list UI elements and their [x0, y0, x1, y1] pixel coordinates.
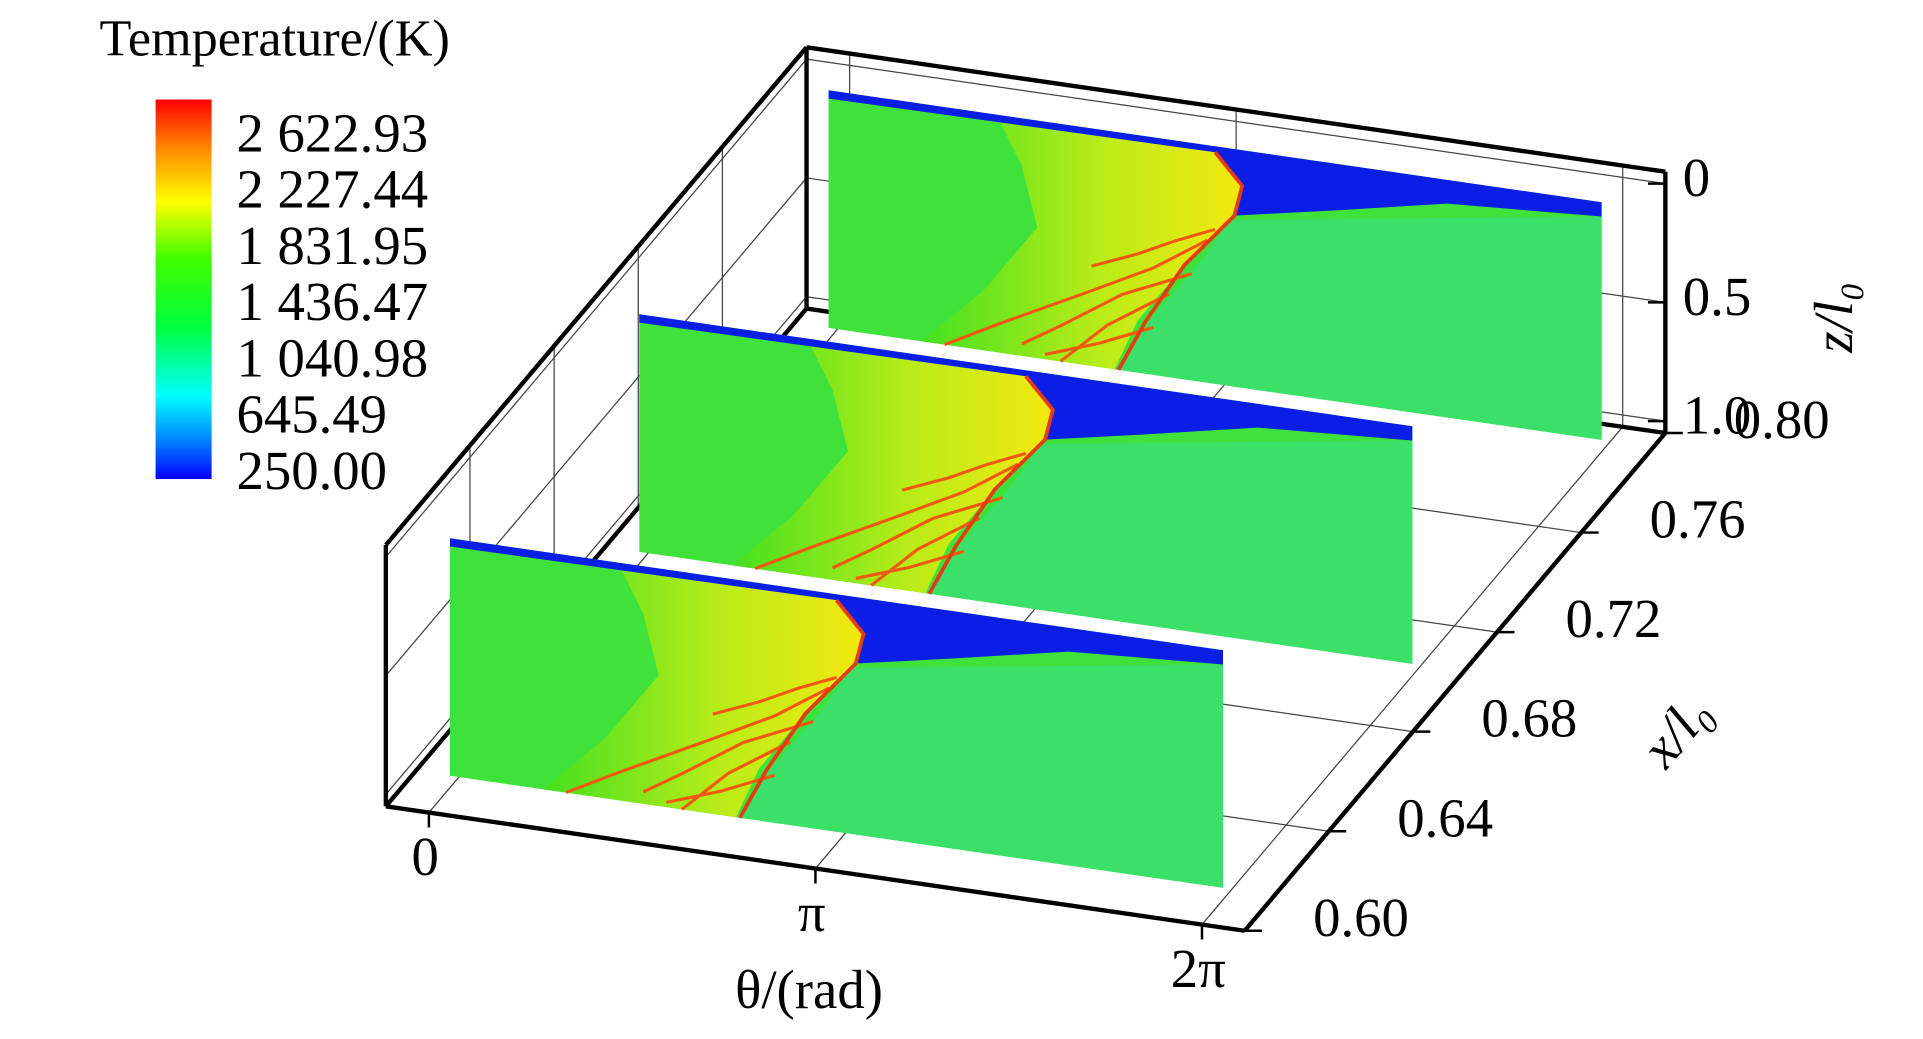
grid-line [385, 58, 808, 558]
z-tick-label: 0.5 [1683, 266, 1751, 327]
theta-tick-label: 2π [1171, 938, 1226, 999]
plot [383, 45, 1668, 933]
warm-region [732, 343, 1053, 594]
slice [449, 538, 1224, 888]
cold-region [828, 90, 1602, 217]
colorbar-title: Temperature/(K) [100, 10, 450, 68]
theta-tick-label: 0 [411, 826, 438, 887]
hot-streak [1021, 272, 1193, 346]
z-axis-title: z/l₀ [1803, 282, 1864, 354]
box-edge [1242, 431, 1668, 933]
hot-streak [1091, 227, 1216, 268]
colorbar [155, 99, 212, 480]
warm-region [921, 119, 1243, 370]
shock-front [1116, 151, 1245, 371]
warm-region [542, 567, 864, 818]
grid-line [1201, 426, 1624, 925]
colorbar-tick-label: 1 040.98 [236, 327, 428, 388]
x-tick-label: 0.72 [1566, 588, 1662, 649]
hot-streak [855, 549, 965, 580]
colorbar-tick-label: 645.49 [236, 384, 387, 445]
colorbar-tick-label: 2 622.93 [236, 102, 428, 163]
z-tick-label: 1.0 [1683, 385, 1751, 446]
grid-line [806, 58, 1666, 185]
shock-front [927, 375, 1055, 595]
slice [828, 90, 1602, 440]
x-axis-title: x/l₀ [1628, 682, 1723, 778]
hot-streak [901, 451, 1027, 492]
hot-streak [642, 720, 814, 794]
box-edge [385, 804, 1245, 933]
hot-streak [712, 675, 837, 716]
x-tick-label: 0.76 [1650, 489, 1746, 550]
colorbar-tick-label: 250.00 [236, 440, 387, 501]
colorbar-tick-label: 2 227.44 [236, 159, 428, 220]
hot-streak [666, 773, 776, 804]
theta-tick-label: π [798, 882, 826, 943]
cool-region [925, 440, 1413, 664]
box-edge [806, 45, 1666, 174]
hot-streak [565, 686, 830, 795]
z-tick-label: 0 [1683, 147, 1710, 208]
hot-streak [1044, 325, 1154, 356]
x-tick-label: 0.80 [1734, 389, 1830, 450]
box-edge [384, 45, 809, 547]
hot-streak [943, 238, 1209, 347]
cool-region [1114, 216, 1602, 440]
colorbar-tick-label: 1 831.95 [236, 215, 428, 276]
x-tick-label: 0.64 [1397, 787, 1493, 848]
hot-streak [754, 462, 1019, 571]
shock-front [738, 599, 866, 819]
colorbar-tick-label: 1 436.47 [236, 271, 428, 332]
slice [639, 314, 1413, 664]
hot-streak [831, 496, 1004, 570]
x-tick-label: 0.68 [1481, 688, 1577, 749]
cold-region [639, 314, 1413, 441]
cool-region [735, 664, 1224, 888]
theta-axis-title: θ/(rad) [735, 959, 883, 1020]
x-tick-label: 0.60 [1313, 887, 1409, 948]
cold-region [449, 538, 1224, 665]
